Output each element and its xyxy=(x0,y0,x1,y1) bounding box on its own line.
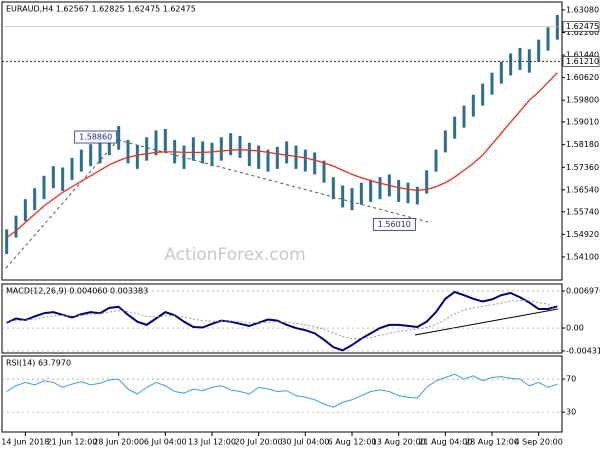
panel-frame xyxy=(1,355,563,433)
y-tick-label: 1.57360 xyxy=(566,163,599,172)
y-tick-label: 30 xyxy=(566,408,576,417)
annotation-box xyxy=(372,217,416,231)
y-tick-label: 0.006976 xyxy=(566,287,600,296)
y-tick-label: 1.60620 xyxy=(566,73,599,82)
annotation-label: 1.58860 xyxy=(79,133,112,142)
moving-average xyxy=(6,72,558,239)
x-tick-label: 28 Jun 20:00 xyxy=(93,438,144,447)
x-tick-label: 28 Aug 12:00 xyxy=(465,438,519,447)
y-tick-label: 70 xyxy=(566,375,576,384)
trend-line xyxy=(5,139,119,269)
x-tick-label: 4 Sep 20:00 xyxy=(515,438,563,447)
macd-trend-line xyxy=(414,308,559,336)
y-tick-label: 1.62260 xyxy=(566,28,599,37)
last-price-label: 1.62475 xyxy=(566,22,599,31)
watermark: ActionForex.com xyxy=(164,245,305,265)
series-line xyxy=(6,290,558,352)
x-tick-label: 20 Jul 20:00 xyxy=(235,438,283,447)
panel-frame xyxy=(1,283,563,354)
y-tick-label: 1.55740 xyxy=(566,207,599,216)
series-line xyxy=(6,373,558,408)
y-tick-label: 1.54920 xyxy=(566,230,599,239)
y-tick-label: 0.00 xyxy=(566,324,584,333)
x-tick-label: 21 Jun 12:00 xyxy=(47,438,98,447)
panel-title: EURAUD,H4 1.62567 1.62825 1.62475 1.6247… xyxy=(6,5,196,14)
annotation-label: 1.56010 xyxy=(378,220,411,229)
x-tick-label: 13 Aug 20:00 xyxy=(372,438,426,447)
x-tick-label: 21 Aug 04:00 xyxy=(418,438,472,447)
x-tick-label: 14 Jun 2018 xyxy=(1,438,49,447)
annotation-box xyxy=(74,130,118,144)
level-tag xyxy=(562,56,600,67)
x-tick-label: 6 Aug 12:00 xyxy=(328,438,377,447)
y-tick-label: 1.59800 xyxy=(566,96,599,105)
panel-title: MACD(12,26,9) 0.004060 0.003383 xyxy=(6,287,148,296)
y-tick-label: 1.59010 xyxy=(566,117,599,126)
last-price-tag xyxy=(562,21,600,32)
y-tick-label: 1.61440 xyxy=(566,51,599,60)
x-tick-label: 30 Jul 04:00 xyxy=(281,438,329,447)
x-tick-label: 6 Jul 04:00 xyxy=(144,438,187,447)
panel-title: RSI(14) 63.7970 xyxy=(6,359,71,368)
x-tick-label: 13 Jul 12:00 xyxy=(188,438,236,447)
y-tick-label: 1.54100 xyxy=(566,252,599,261)
level-label: 1.61210 xyxy=(566,57,599,66)
series-line xyxy=(6,299,558,340)
y-tick-label: 1.58180 xyxy=(566,140,599,149)
y-tick-label: -0.00431 xyxy=(566,346,600,355)
y-tick-label: 1.56540 xyxy=(566,185,599,194)
y-tick-label: 1.63080 xyxy=(566,5,599,14)
panel-frame xyxy=(1,1,563,281)
